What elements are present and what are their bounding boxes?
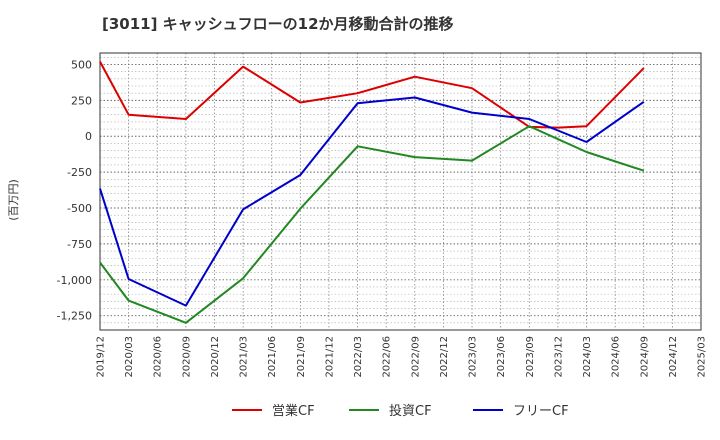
x-tick-label: 2020/03 [124,336,135,378]
y-axis-label: (百万円) [7,179,20,221]
x-tick-label: 2019/12 [96,336,107,378]
x-tick-label: 2021/09 [296,336,307,378]
series-line [99,96,645,307]
y-tick-label: 250 [71,94,92,107]
chart-title: [3011] キャッシュフローの12か月移動合計の推移 [102,15,454,33]
x-tick-label: 2020/09 [181,336,192,378]
legend: 営業CF 投資CF フリーCF [232,403,569,419]
axis-layer: 500 250 0 -250 -500 -750 -1,000 -1,250 2019/12 20… [7,52,708,378]
series-line [99,61,645,129]
x-tick-label: 2023/12 [553,336,564,378]
x-tick-label: 2022/09 [410,336,421,378]
x-tick-label: 2023/03 [468,336,479,378]
x-tick-label: 2021/06 [267,336,278,378]
x-tick-label: 2023/09 [525,336,536,378]
plot-background [100,53,701,330]
x-tick-label: 2021/12 [324,336,335,378]
y-tick-label: 0 [85,130,92,143]
y-tick-label: -250 [67,166,92,179]
x-tick-label: 2024/09 [639,336,650,378]
x-tick-label: 2022/06 [382,336,393,378]
legend-label: 営業CF [272,403,315,419]
y-tick-label: -1,250 [57,310,92,323]
grid-layer [99,53,702,331]
y-tick-label: -500 [67,202,92,215]
x-tick-label: 2020/12 [210,336,221,378]
x-tick-label: 2022/03 [353,336,364,378]
legend-label: フリーCF [513,404,569,419]
x-tick-label: 2022/12 [439,336,450,378]
x-tick-label: 2021/03 [239,336,250,378]
x-tick-label: 2020/06 [153,336,164,378]
x-tick-label: 2023/06 [496,336,507,378]
y-tick-label: -1,000 [57,274,92,287]
x-tick-label: 2025/03 [697,336,708,378]
y-tick-label: 500 [71,58,92,71]
x-tick-label: 2024/12 [668,336,679,378]
x-tick-label: 2024/03 [582,336,593,378]
legend-label: 投資CF [389,403,432,419]
series-line [99,125,645,324]
series-layer [99,61,645,324]
y-tick-label: -750 [67,238,92,251]
x-tick-label: 2024/06 [611,336,622,378]
